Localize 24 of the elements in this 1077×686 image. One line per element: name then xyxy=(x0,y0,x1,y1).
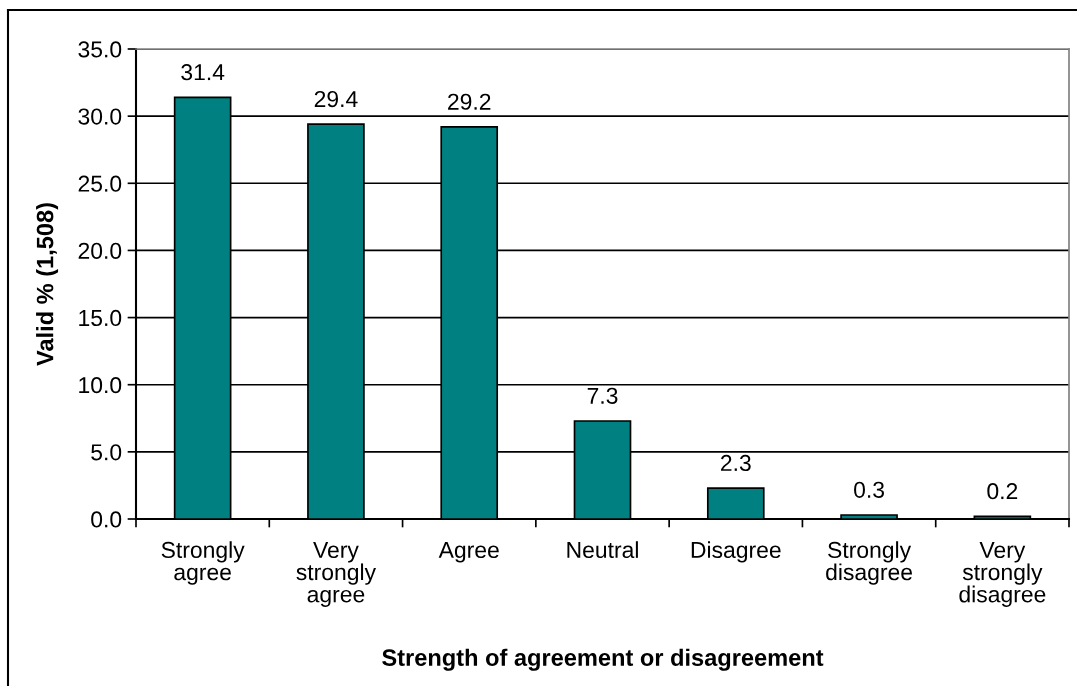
y-tick-label: 35.0 xyxy=(78,41,122,58)
x-axis-title: Strength of agreement or disagreement xyxy=(382,648,824,671)
x-tick-label: Agree xyxy=(438,542,499,563)
y-tick-label: 5.0 xyxy=(91,444,122,461)
y-tick-label: 10.0 xyxy=(79,377,122,394)
data-label: 0.2 xyxy=(987,483,1018,500)
y-tick-label: 20.0 xyxy=(78,242,122,259)
data-label: 29.4 xyxy=(314,90,358,108)
data-label: 0.3 xyxy=(854,481,884,498)
x-tick-label: Strongly agree xyxy=(161,541,245,585)
y-tick-label: 30.0 xyxy=(78,108,122,125)
x-tick-label: Very strongly disagree xyxy=(959,542,1046,607)
x-tick-label: Disagree xyxy=(691,541,781,563)
y-axis-title: Valid % (1,508) xyxy=(36,203,59,366)
x-tick-label: Strongly disagree xyxy=(826,541,913,585)
data-label: 31.4 xyxy=(181,64,225,81)
data-label: 29.2 xyxy=(448,93,491,110)
y-tick-label: 15.0 xyxy=(79,309,122,327)
data-label: 2.3 xyxy=(721,454,751,472)
x-tick-label: Neutral xyxy=(567,541,638,559)
x-tick-label: Very strongly agree xyxy=(296,542,377,607)
y-tick-label: 0.0 xyxy=(91,511,122,528)
y-tick-label: 25.0 xyxy=(78,175,122,192)
data-label: 7.3 xyxy=(587,387,618,404)
